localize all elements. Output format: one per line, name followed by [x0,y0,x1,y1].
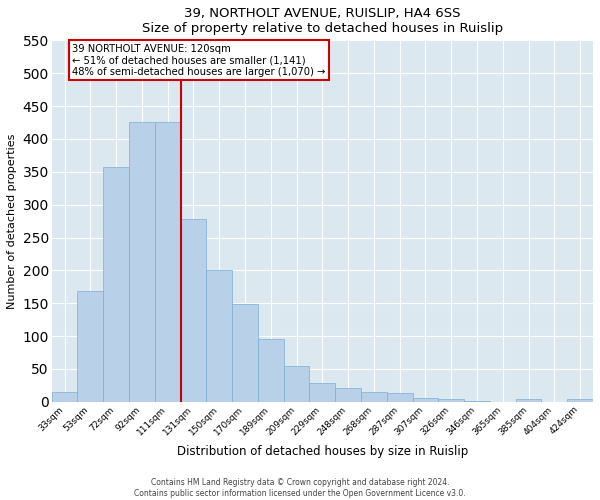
Y-axis label: Number of detached properties: Number of detached properties [7,134,17,309]
Bar [103,167,129,402]
Bar [567,398,593,402]
Bar [155,122,181,402]
Bar [464,401,490,402]
Bar [387,392,413,402]
Bar [335,388,361,402]
Bar [232,304,258,402]
Text: 39 NORTHOLT AVENUE: 120sqm
← 51% of detached houses are smaller (1,141)
48% of s: 39 NORTHOLT AVENUE: 120sqm ← 51% of deta… [72,44,326,77]
Bar [361,392,387,402]
Bar [284,366,310,402]
Bar [129,122,155,402]
Bar [206,270,232,402]
X-axis label: Distribution of detached houses by size in Ruislip: Distribution of detached houses by size … [177,445,468,458]
Bar [258,338,284,402]
Bar [310,384,335,402]
Bar [77,292,103,402]
Text: Contains HM Land Registry data © Crown copyright and database right 2024.
Contai: Contains HM Land Registry data © Crown c… [134,478,466,498]
Bar [52,392,77,402]
Bar [516,398,541,402]
Bar [413,398,439,402]
Title: 39, NORTHOLT AVENUE, RUISLIP, HA4 6SS
Size of property relative to detached hous: 39, NORTHOLT AVENUE, RUISLIP, HA4 6SS Si… [142,7,503,35]
Bar [439,398,464,402]
Bar [181,219,206,402]
